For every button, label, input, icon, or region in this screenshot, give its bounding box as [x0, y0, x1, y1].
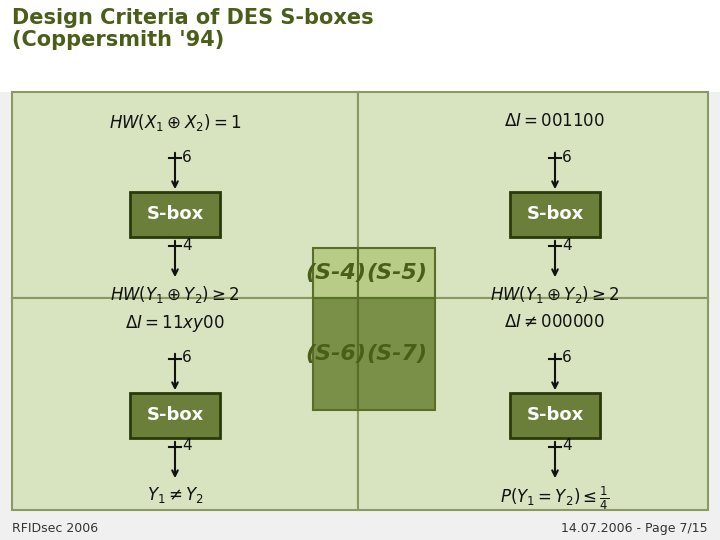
Text: S-box: S-box: [526, 406, 584, 424]
Text: 6: 6: [562, 350, 572, 366]
Text: (S-4): (S-4): [305, 263, 366, 283]
Text: 6: 6: [562, 150, 572, 165]
Text: $Y_1 \neq Y_2$: $Y_1 \neq Y_2$: [147, 485, 204, 505]
Bar: [510, 192, 600, 237]
Text: 4: 4: [182, 438, 192, 454]
Text: $HW(Y_1 \oplus Y_2)\geq 2$: $HW(Y_1 \oplus Y_2)\geq 2$: [490, 284, 620, 305]
Text: 6: 6: [182, 350, 192, 366]
Text: RFIDsec 2006: RFIDsec 2006: [12, 522, 98, 535]
Text: S-box: S-box: [526, 205, 584, 223]
Text: (S-6): (S-6): [305, 344, 366, 364]
Text: $P(Y_1 = Y_2)\leq \frac{1}{4}$: $P(Y_1 = Y_2)\leq \frac{1}{4}$: [500, 485, 610, 512]
Text: S-box: S-box: [146, 205, 204, 223]
Text: $\Delta I = 11xy00$: $\Delta I = 11xy00$: [125, 313, 225, 334]
Text: Design Criteria of DES S-boxes: Design Criteria of DES S-boxes: [12, 8, 374, 28]
Text: $HW(X_1 \oplus X_2)=1$: $HW(X_1 \oplus X_2)=1$: [109, 112, 241, 133]
Bar: [510, 393, 600, 437]
Bar: [12, 92, 358, 298]
Bar: [130, 393, 220, 437]
Bar: [0, 0, 720, 92]
Text: 14.07.2006 - Page 7/15: 14.07.2006 - Page 7/15: [562, 522, 708, 535]
Bar: [358, 298, 435, 410]
Text: 4: 4: [562, 438, 572, 454]
Bar: [313, 248, 358, 298]
Text: 6: 6: [182, 150, 192, 165]
Bar: [130, 192, 220, 237]
Text: $HW(Y_1 \oplus Y_2)\geq 2$: $HW(Y_1 \oplus Y_2)\geq 2$: [110, 284, 240, 305]
Bar: [12, 298, 358, 510]
Text: (S-7): (S-7): [366, 344, 427, 364]
Bar: [358, 92, 708, 298]
Text: 4: 4: [562, 238, 572, 253]
Text: 4: 4: [182, 238, 192, 253]
Text: $\Delta I = 001100$: $\Delta I = 001100$: [505, 112, 606, 130]
Text: (Coppersmith '94): (Coppersmith '94): [12, 30, 224, 51]
Bar: [313, 298, 358, 410]
Text: (S-5): (S-5): [366, 263, 427, 283]
Bar: [358, 298, 708, 510]
Bar: [358, 248, 435, 298]
Text: $\Delta I \neq 000000$: $\Delta I \neq 000000$: [505, 313, 606, 331]
Text: S-box: S-box: [146, 406, 204, 424]
